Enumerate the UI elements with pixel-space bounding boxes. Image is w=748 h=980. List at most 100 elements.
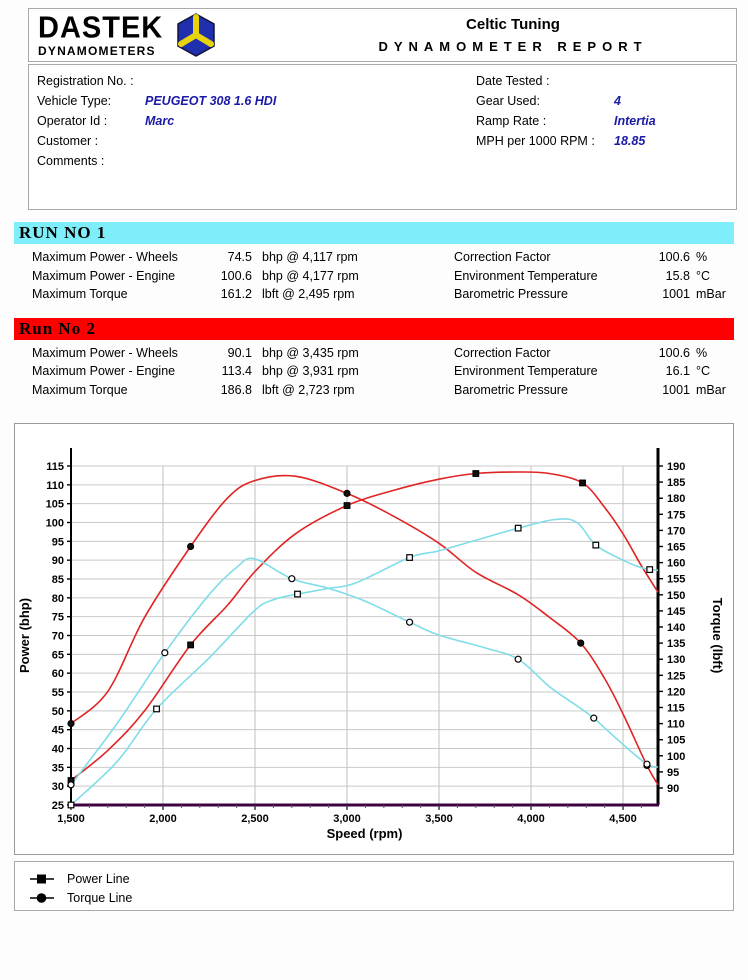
info-row: Customer :: [37, 134, 476, 154]
svg-text:190: 190: [667, 461, 685, 473]
svg-text:80: 80: [52, 593, 64, 605]
env-row: Correction Factor 100.6%: [454, 250, 708, 264]
svg-text:185: 185: [667, 477, 685, 489]
logo-title: DASTEK: [38, 10, 164, 45]
info-row: Gear Used: 4: [476, 94, 736, 114]
comments-label: Comments :: [37, 154, 105, 168]
svg-text:175: 175: [667, 509, 685, 521]
operator-id-label: Operator Id :: [37, 114, 108, 128]
info-row: MPH per 1000 RPM : 18.85: [476, 134, 736, 154]
svg-text:30: 30: [52, 781, 64, 793]
svg-text:3,000: 3,000: [333, 813, 361, 825]
svg-text:90: 90: [52, 555, 64, 567]
power-torque-chart: 25 30 35 40 45 50 55 60 65 70 75 80 85 90 95 100 105 110 1…: [17, 448, 725, 841]
run1-details: Maximum Power - Wheels 74.5 bhp @ 4,117 rp…: [14, 250, 734, 306]
legend-item-power: Power Line: [29, 869, 733, 888]
logo-subtitle: DYNAMOMETERS: [38, 43, 156, 58]
svg-text:110: 110: [46, 480, 64, 492]
svg-text:70: 70: [52, 631, 64, 643]
metric-row: Maximum Torque 186.8 lbft @ 2,723 rpm: [32, 382, 355, 397]
svg-text:160: 160: [667, 558, 685, 570]
env-row: Barometric Pressure 1001 mBar: [454, 287, 726, 301]
svg-text:95: 95: [667, 767, 679, 779]
svg-text:120: 120: [667, 686, 685, 698]
svg-text:100: 100: [46, 518, 64, 530]
dastek-logo: DASTEK DYNAMOMETERS: [29, 9, 290, 61]
customer-label: Customer :: [37, 134, 99, 148]
svg-text:55: 55: [52, 687, 64, 699]
svg-text:85: 85: [52, 574, 64, 586]
legend-item-torque: Torque Line: [29, 888, 733, 907]
info-row: Registration No. :: [37, 74, 476, 94]
svg-text:145: 145: [667, 606, 685, 618]
company-name: Celtic Tuning: [466, 16, 560, 33]
gear-used-label: Gear Used:: [476, 94, 540, 108]
svg-text:Speed (rpm): Speed (rpm): [327, 826, 403, 841]
metric-row: Maximum Power - Wheels 74.5 bhp @ 4,117 rp…: [32, 250, 358, 264]
svg-text:60: 60: [52, 668, 64, 680]
svg-text:45: 45: [52, 725, 64, 737]
svg-text:130: 130: [667, 654, 685, 666]
dastek-cube-icon: [177, 13, 215, 57]
svg-text:95: 95: [52, 536, 64, 548]
operator-id-value: Marc: [145, 114, 175, 128]
svg-text:2,500: 2,500: [241, 813, 269, 825]
svg-text:140: 140: [667, 622, 685, 634]
mph-per-1000rpm-label: MPH per 1000 RPM :: [476, 134, 595, 148]
svg-text:150: 150: [667, 590, 685, 602]
svg-text:3,500: 3,500: [425, 813, 453, 825]
svg-text:Torque (lbft): Torque (lbft): [710, 598, 725, 674]
date-tested-label: Date Tested :: [476, 74, 550, 88]
metric-row: Maximum Torque 161.2 lbft @ 2,495 rpm: [32, 287, 355, 301]
svg-text:4,000: 4,000: [517, 813, 545, 825]
info-row: Ramp Rate : Intertia: [476, 114, 736, 134]
run2-details: Maximum Power - Wheels 90.1 bhp @ 3,435 rp…: [14, 346, 734, 402]
env-row: Correction Factor 100.6%: [454, 345, 708, 360]
report-header: DASTEK DYNAMOMETERS Celtic Tuning DYNAMO…: [28, 8, 737, 62]
svg-text:4,500: 4,500: [609, 813, 637, 825]
report-title: DYNAMOMETER REPORT: [378, 39, 648, 54]
chart-legend: Power Line Torque Line: [14, 861, 734, 911]
info-row: Vehicle Type: PEUGEOT 308 1.6 HDI: [37, 94, 476, 114]
svg-text:165: 165: [667, 542, 685, 554]
svg-text:155: 155: [667, 574, 685, 586]
metric-row: Maximum Power - Engine 100.6 bhp @ 4,177 r…: [32, 268, 359, 283]
ramp-rate-value: Intertia: [614, 114, 656, 128]
svg-text:115: 115: [46, 461, 64, 473]
svg-text:125: 125: [667, 670, 685, 682]
svg-text:Power (bhp): Power (bhp): [17, 598, 32, 673]
legend-power-label: Power Line: [67, 871, 130, 886]
svg-text:170: 170: [667, 525, 685, 537]
metric-row: Maximum Power - Wheels 90.1 bhp @ 3,435 rp…: [32, 345, 359, 360]
svg-text:180: 180: [667, 493, 685, 505]
mph-per-1000rpm-value: 18.85: [614, 134, 646, 148]
power-line-marker-icon: [30, 874, 54, 883]
run2-header-band: Run No 2: [14, 317, 734, 340]
vehicle-type-label: Vehicle Type:: [37, 94, 112, 108]
svg-text:65: 65: [52, 649, 64, 661]
svg-text:115: 115: [667, 703, 685, 715]
svg-text:100: 100: [667, 751, 685, 763]
svg-text:35: 35: [52, 762, 64, 774]
svg-text:50: 50: [52, 706, 64, 718]
ramp-rate-label: Ramp Rate :: [476, 114, 547, 128]
svg-text:1,500: 1,500: [57, 813, 85, 825]
torque-line-marker-icon: [30, 892, 54, 903]
svg-text:105: 105: [46, 499, 64, 511]
svg-text:25: 25: [52, 800, 64, 812]
svg-text:40: 40: [52, 744, 64, 756]
legend-torque-label: Torque Line: [67, 890, 133, 905]
env-row: Barometric Pressure 1001 mBar: [454, 382, 726, 397]
svg-text:75: 75: [52, 612, 64, 624]
gear-used-value: 4: [614, 94, 621, 108]
registration-label: Registration No. :: [37, 74, 134, 88]
dyno-chart: 25 30 35 40 45 50 55 60 65 70 75 80 85 90 95 100 105 110 1…: [14, 423, 734, 855]
info-row: Comments :: [37, 154, 476, 174]
svg-text:2,000: 2,000: [149, 813, 177, 825]
svg-text:105: 105: [667, 735, 685, 747]
svg-text:90: 90: [667, 783, 679, 795]
info-row: Date Tested :: [476, 74, 736, 94]
env-row: Environment Temperature 15.8 °C: [454, 268, 711, 283]
run1-header-band: RUN NO 1: [14, 222, 734, 244]
